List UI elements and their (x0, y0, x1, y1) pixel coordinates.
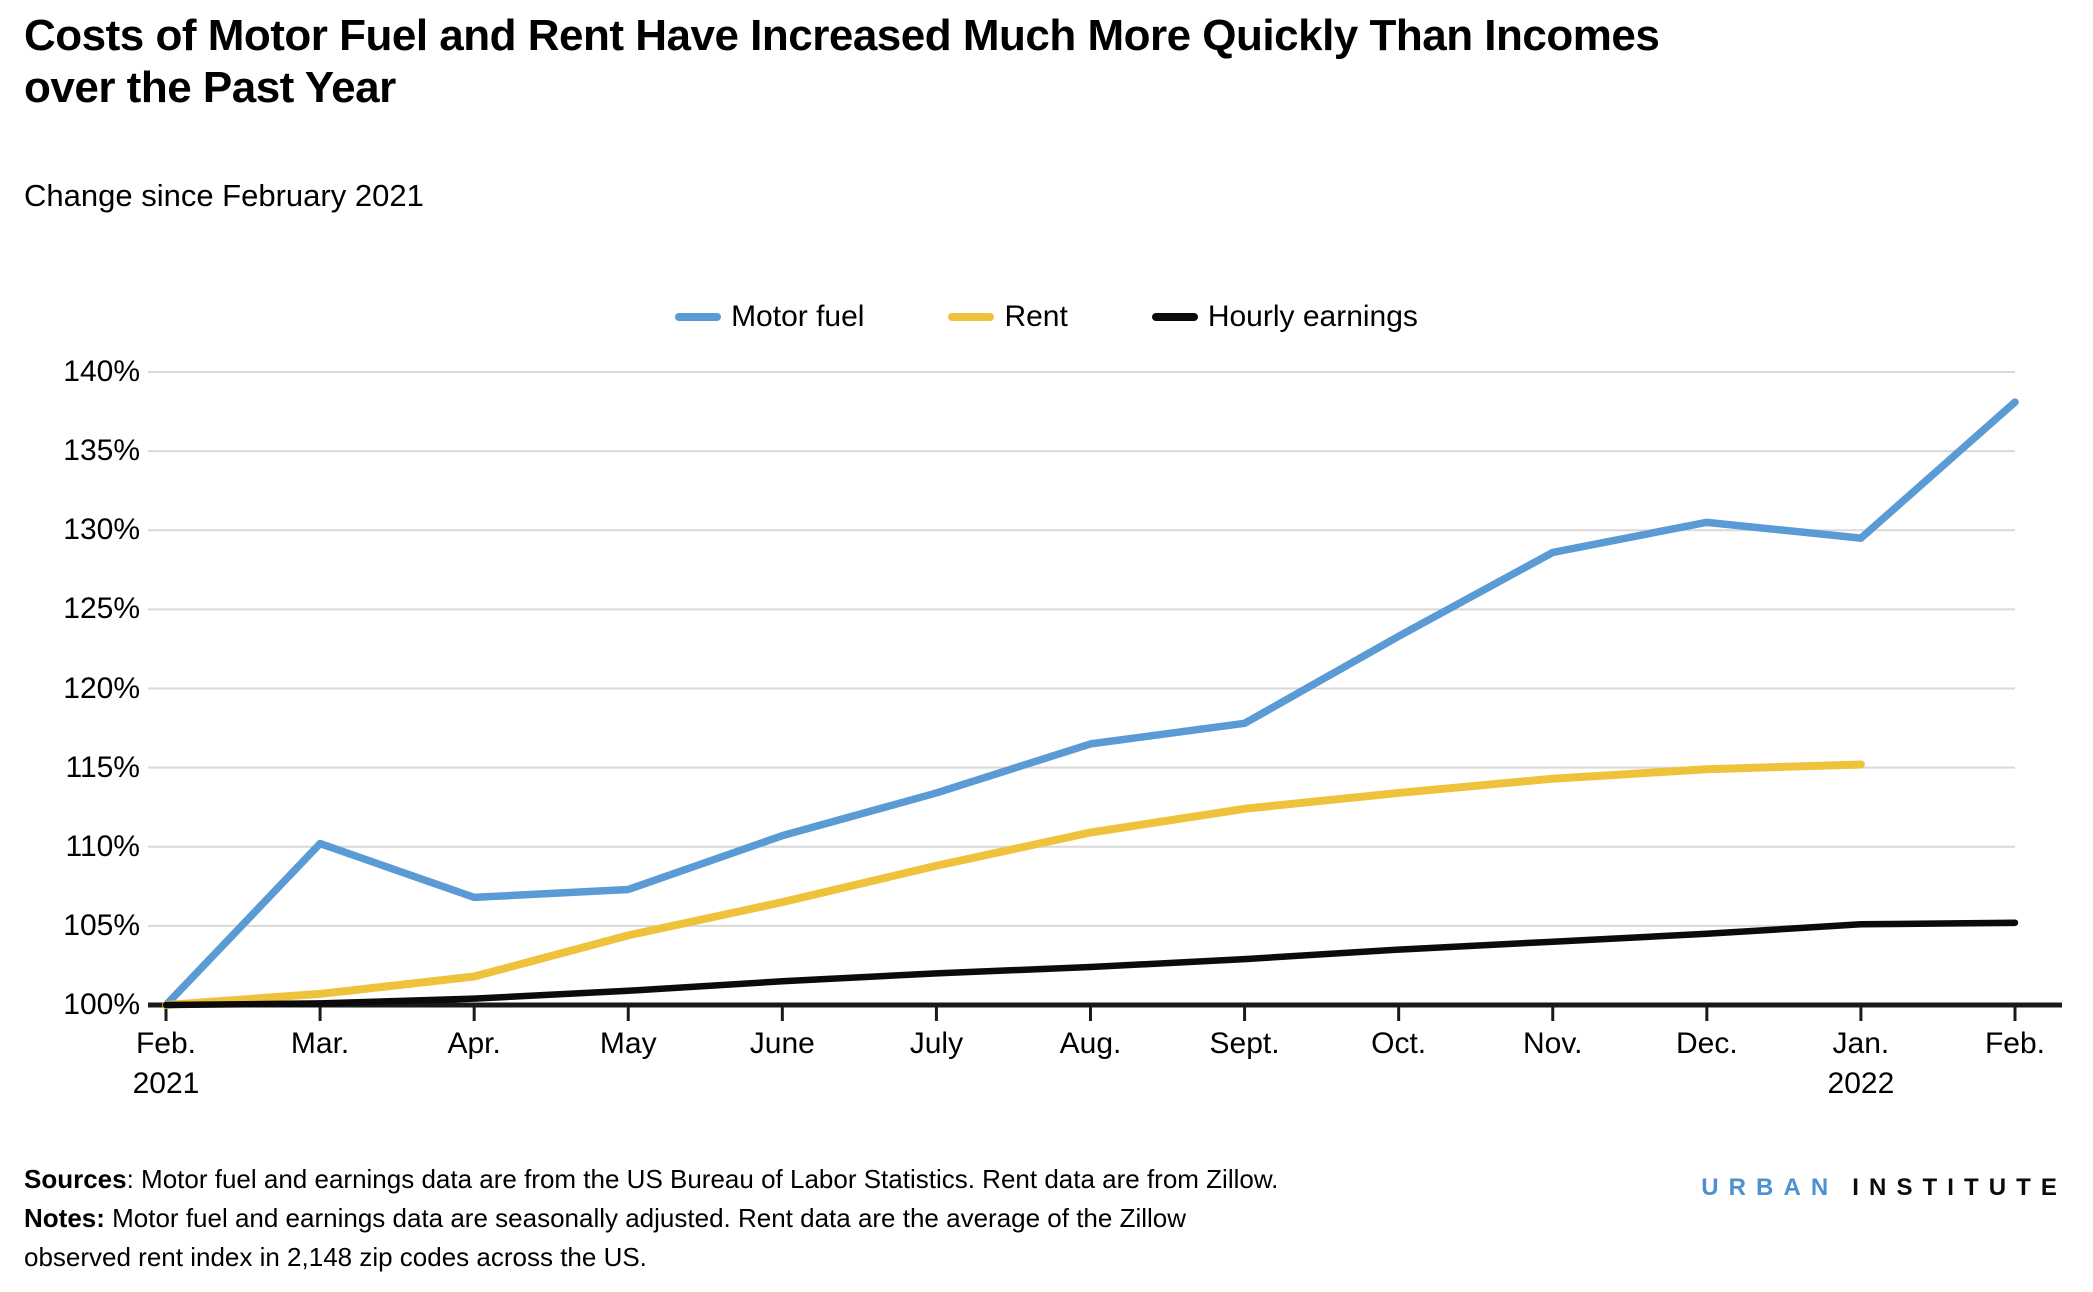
legend-swatch-icon (1151, 313, 1198, 321)
x-tick-label-month: Feb. (135, 1027, 197, 1060)
legend-item-motor-fuel: Motor fuel (675, 300, 864, 334)
x-tick-label-month: Aug. (1059, 1027, 1122, 1060)
y-tick-label: 115% (65, 750, 140, 784)
series-line-hourly-earnings (162, 919, 2019, 1009)
chart-legend: Motor fuel Rent Hourly earnings (0, 300, 2093, 334)
sources-line: Sources: Motor fuel and earnings data ar… (24, 1160, 1278, 1199)
logo-urban: URBAN (1701, 1174, 1839, 1201)
page-title: Costs of Motor Fuel and Rent Have Increa… (24, 11, 1660, 112)
x-tick-label-month: May (599, 1027, 657, 1060)
x-tick-label-month: Feb. (1984, 1027, 2046, 1060)
x-tick-label-month: July (909, 1027, 964, 1060)
legend-item-hourly-earnings: Hourly earnings (1151, 300, 1418, 334)
series-line-motor-fuel (162, 398, 2019, 1009)
notes-line-2: observed rent index in 2,148 zip codes a… (24, 1238, 1278, 1277)
y-tick-label: 130% (63, 513, 140, 547)
sources-label: Sources (24, 1164, 127, 1194)
notes-label: Notes: (24, 1203, 105, 1233)
legend-item-rent: Rent (948, 300, 1068, 334)
y-tick-label: 100% (63, 988, 140, 1021)
x-tick-label-month: Apr. (447, 1027, 501, 1060)
x-tick-label-month: Nov. (1523, 1027, 1583, 1060)
legend-swatch-icon (675, 313, 722, 321)
x-tick-label-month: Sept. (1209, 1027, 1280, 1060)
x-tick-label-month: Jan. (1832, 1027, 1890, 1060)
notes-line: Notes: Motor fuel and earnings data are … (24, 1199, 1278, 1238)
x-tick-label: June (702, 1024, 862, 1064)
y-tick-label: 105% (63, 908, 140, 942)
x-tick-label: Nov. (1473, 1024, 1633, 1064)
y-tick-label: 110% (65, 829, 140, 863)
y-tick-label: 125% (63, 592, 140, 626)
x-tick-label-month: Mar. (290, 1027, 350, 1060)
logo-institute: INSTITUTE (1852, 1174, 2067, 1201)
y-tick-label: 135% (63, 434, 140, 468)
notes-text-2: observed rent index in 2,148 zip codes a… (24, 1242, 647, 1272)
x-tick-label-year: 2021 (132, 1067, 200, 1100)
legend-swatch-icon (948, 313, 995, 321)
x-tick-label-month: Dec. (1675, 1027, 1738, 1060)
x-tick-label: July (856, 1024, 1016, 1064)
x-tick-label: Mar. (240, 1024, 400, 1064)
x-tick-label: Sept. (1165, 1024, 1325, 1064)
x-tick-label-year: 2022 (1827, 1067, 1895, 1100)
chart-subtitle: Change since February 2021 (24, 178, 424, 213)
sources-text: : Motor fuel and earnings data are from … (126, 1164, 1279, 1194)
x-tick-label: Feb. (1935, 1024, 2093, 1064)
notes-text: Motor fuel and earnings data are seasona… (104, 1203, 1187, 1233)
x-tick-label: Aug. (1011, 1024, 1171, 1064)
footnotes: Sources: Motor fuel and earnings data ar… (24, 1160, 1278, 1277)
x-tick-label-month: June (749, 1027, 815, 1060)
legend-label: Hourly earnings (1207, 300, 1418, 333)
x-tick-label-month: Oct. (1371, 1027, 1427, 1060)
x-tick-label: May (548, 1024, 708, 1064)
urban-institute-logo: URBAN INSTITUTE (1701, 1174, 2067, 1202)
x-tick-label: Dec. (1627, 1024, 1787, 1064)
x-tick-label: Oct. (1319, 1024, 1479, 1064)
y-tick-label: 140% (63, 355, 140, 388)
y-tick-label: 120% (63, 671, 140, 705)
series-line-rent (162, 760, 1865, 1009)
x-tick-label: Apr. (394, 1024, 554, 1064)
x-tick-label: Jan. 2022 (1781, 1024, 1941, 1104)
x-tick-label: Feb. 2021 (86, 1024, 246, 1104)
legend-label: Rent (1004, 300, 1068, 333)
legend-label: Motor fuel (731, 300, 865, 333)
